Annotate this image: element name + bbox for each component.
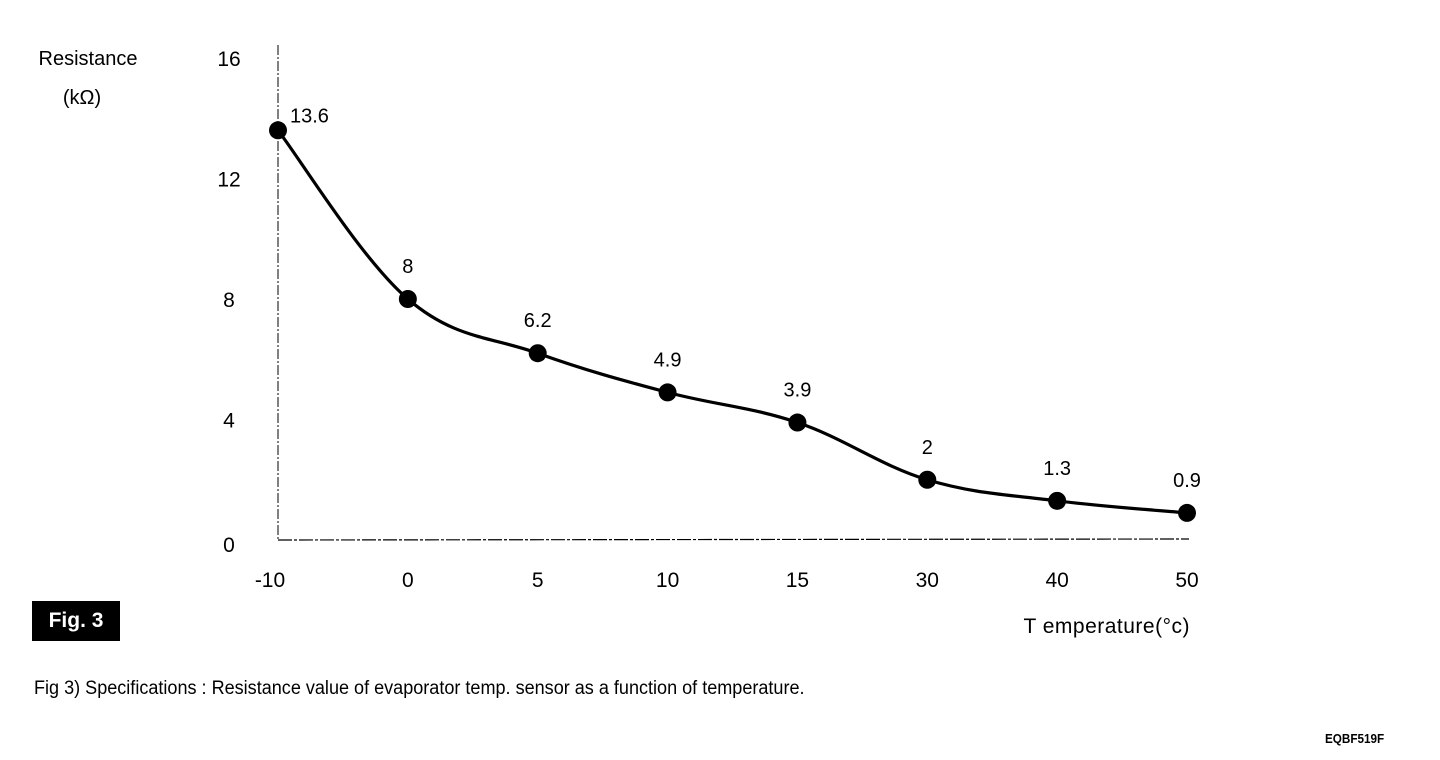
data-labels: 13.6 8 6.2 4.9 3.9 2 1.3 0.9 [290,105,1201,492]
data-point [1178,503,1196,522]
x-tick-label: 0 [402,569,414,592]
data-label: 8 [402,256,413,278]
x-tick-label: 30 [916,569,939,592]
data-points [269,121,1196,522]
x-tick-label: 10 [656,569,679,592]
data-label: 2 [922,437,933,459]
y-tick-label: 16 [217,48,240,71]
series-line [276,129,1188,515]
data-label: 0.9 [1173,470,1201,492]
data-point [918,470,937,489]
x-tick-label: 5 [532,569,544,592]
x-tick-labels: -10 0 5 10 15 30 40 50 [255,569,1199,592]
x-tick-label: 40 [1045,569,1068,592]
y-tick-label: 0 [223,534,235,557]
data-point [788,413,807,432]
y-tick-label: 8 [223,289,235,312]
data-label: 4.9 [654,349,682,371]
y-axis-title-line1: Resistance [39,48,138,70]
data-point [1048,491,1067,510]
data-label: 1.3 [1043,458,1071,480]
data-point [269,121,287,140]
y-tick-labels: 0 4 8 12 16 [217,48,240,557]
data-point [528,344,547,363]
data-label: 6.2 [524,310,552,332]
x-axis-title: T emperature(°c) [1023,615,1190,638]
x-tick-label: 15 [786,569,809,592]
x-axis [277,538,1190,541]
data-label: 13.6 [290,105,329,127]
figure-badge: Fig. 3 [32,601,120,641]
data-point [658,383,677,402]
y-axis-title-line2: (kΩ) [63,87,101,109]
figure-code: EQBF519F [1325,731,1385,746]
x-tick-label: -10 [255,569,285,592]
figure-caption: Fig 3) Specifications : Resistance value… [34,678,805,699]
data-label: 3.9 [784,380,812,402]
y-tick-label: 12 [217,169,240,192]
y-tick-label: 4 [223,410,235,433]
x-tick-label: 50 [1175,569,1198,592]
data-point [398,290,417,308]
